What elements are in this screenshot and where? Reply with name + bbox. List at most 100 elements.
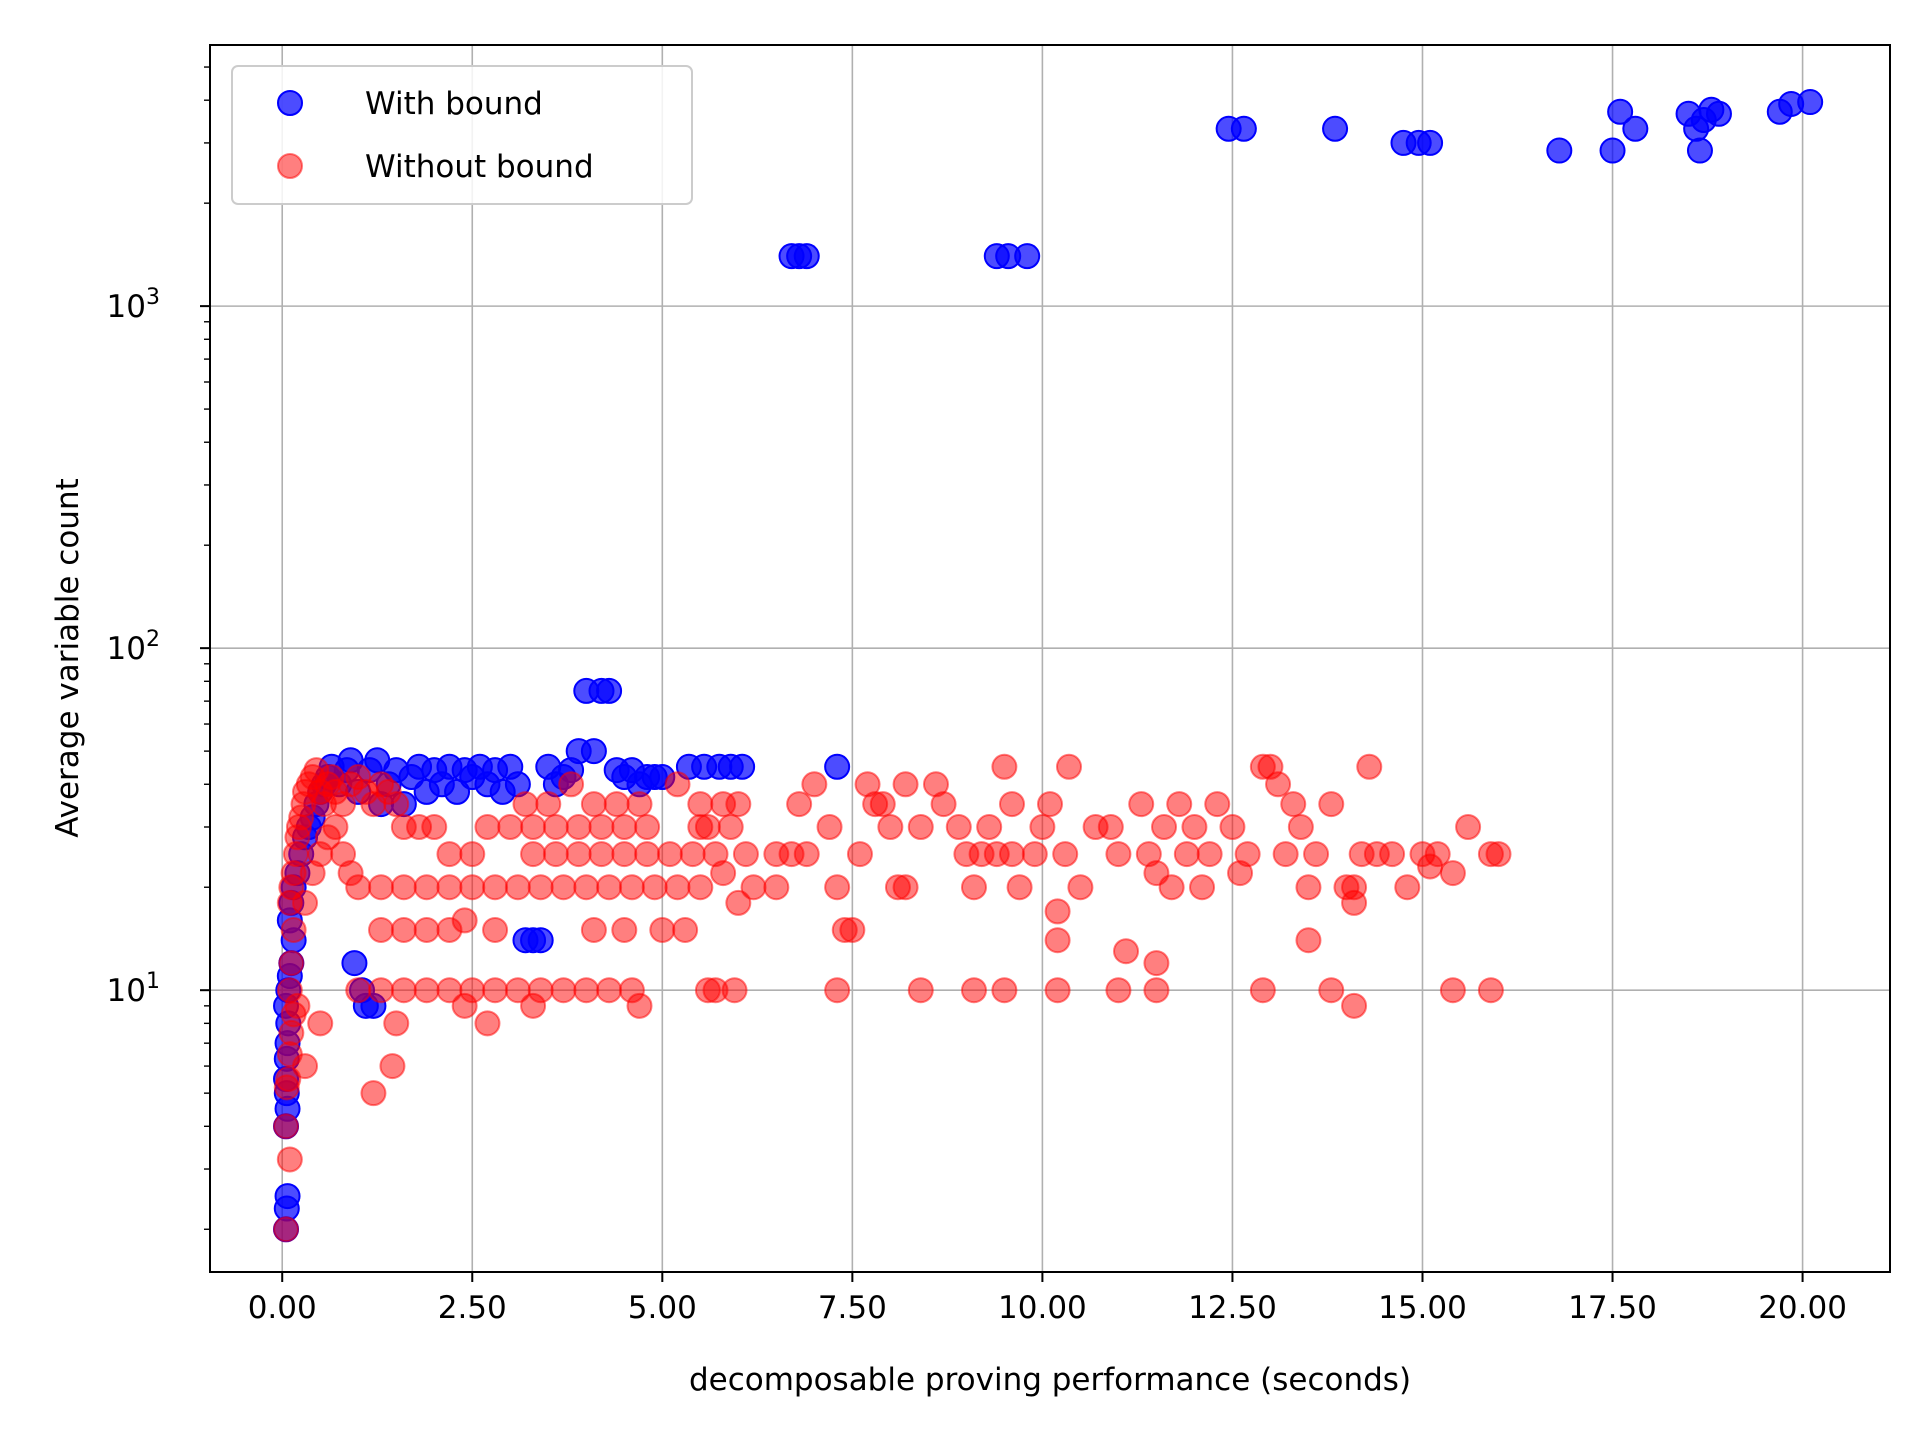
data-point <box>664 874 691 901</box>
data-point <box>1318 977 1345 1004</box>
data-point <box>892 771 919 798</box>
data-point <box>877 814 904 841</box>
data-point <box>1158 874 1185 901</box>
data-point <box>307 1010 334 1037</box>
data-point <box>679 841 706 868</box>
data-point <box>459 841 486 868</box>
data-point <box>641 874 668 901</box>
data-point <box>1322 115 1349 142</box>
data-point <box>345 977 372 1004</box>
data-point <box>345 874 372 901</box>
data-point <box>664 771 691 798</box>
data-point <box>1044 927 1071 954</box>
data-point <box>558 771 585 798</box>
data-point <box>1021 841 1048 868</box>
data-point <box>816 814 843 841</box>
data-point <box>527 874 554 901</box>
data-point <box>1439 860 1466 887</box>
data-point <box>976 814 1003 841</box>
data-point <box>1341 992 1368 1019</box>
data-points <box>273 89 1824 1243</box>
y-tick-label: 103 <box>107 285 160 325</box>
data-point <box>729 753 756 780</box>
data-point <box>1143 950 1170 977</box>
data-point <box>565 841 592 868</box>
data-point <box>413 916 440 943</box>
data-point <box>588 841 615 868</box>
data-point <box>824 977 851 1004</box>
data-point <box>451 992 478 1019</box>
data-point <box>1341 889 1368 916</box>
data-point <box>512 791 539 818</box>
data-point <box>573 874 600 901</box>
legend-marker-with-bound <box>277 90 303 116</box>
data-point <box>383 1010 410 1037</box>
data-point <box>634 814 661 841</box>
data-point <box>421 814 448 841</box>
x-tick-label: 20.00 <box>1758 1290 1847 1326</box>
data-point <box>1044 977 1071 1004</box>
data-point <box>1280 791 1307 818</box>
data-point <box>1234 841 1261 868</box>
data-point <box>1356 753 1383 780</box>
x-tick-label: 12.50 <box>1188 1290 1277 1326</box>
data-point <box>1546 137 1573 164</box>
data-point <box>542 841 569 868</box>
data-point <box>482 977 509 1004</box>
data-point <box>740 874 767 901</box>
data-point <box>907 814 934 841</box>
data-point <box>1686 137 1713 164</box>
y-tick-label: 101 <box>107 969 160 1009</box>
y-tick-label: 102 <box>107 627 160 667</box>
data-point <box>368 916 395 943</box>
data-point <box>436 874 463 901</box>
data-point <box>1485 841 1512 868</box>
data-point <box>565 814 592 841</box>
data-point <box>1105 841 1132 868</box>
data-point <box>717 814 744 841</box>
data-point <box>596 874 623 901</box>
data-point <box>1166 791 1193 818</box>
data-point <box>824 753 851 780</box>
data-point <box>535 791 562 818</box>
data-point <box>368 874 395 901</box>
data-point <box>390 977 417 1004</box>
data-point <box>280 916 307 943</box>
x-tick-label: 10.00 <box>998 1290 1087 1326</box>
data-point <box>1439 977 1466 1004</box>
data-point <box>550 874 577 901</box>
data-point <box>1113 938 1140 965</box>
legend-box <box>231 65 693 205</box>
data-point <box>998 841 1025 868</box>
data-point <box>626 791 653 818</box>
data-point <box>960 874 987 901</box>
data-point <box>672 916 699 943</box>
data-point <box>379 1053 406 1080</box>
data-point <box>998 791 1025 818</box>
data-point <box>793 243 820 270</box>
data-point <box>573 977 600 1004</box>
data-point <box>580 916 607 943</box>
data-point <box>869 791 896 818</box>
data-point <box>1394 874 1421 901</box>
data-point <box>1477 977 1504 1004</box>
legend-label-with-bound: With bound <box>365 86 543 122</box>
data-point <box>1705 100 1732 127</box>
data-point <box>1056 753 1083 780</box>
data-point <box>846 841 873 868</box>
x-tick-label: 15.00 <box>1378 1290 1467 1326</box>
data-point <box>292 889 319 916</box>
data-point <box>1105 977 1132 1004</box>
data-point <box>1272 841 1299 868</box>
data-point <box>1318 791 1345 818</box>
data-point <box>710 860 737 887</box>
data-point <box>482 874 509 901</box>
data-point <box>801 771 828 798</box>
data-point <box>1230 115 1257 142</box>
data-point <box>687 874 714 901</box>
data-point <box>710 791 737 818</box>
data-point <box>596 977 623 1004</box>
data-point <box>520 814 547 841</box>
